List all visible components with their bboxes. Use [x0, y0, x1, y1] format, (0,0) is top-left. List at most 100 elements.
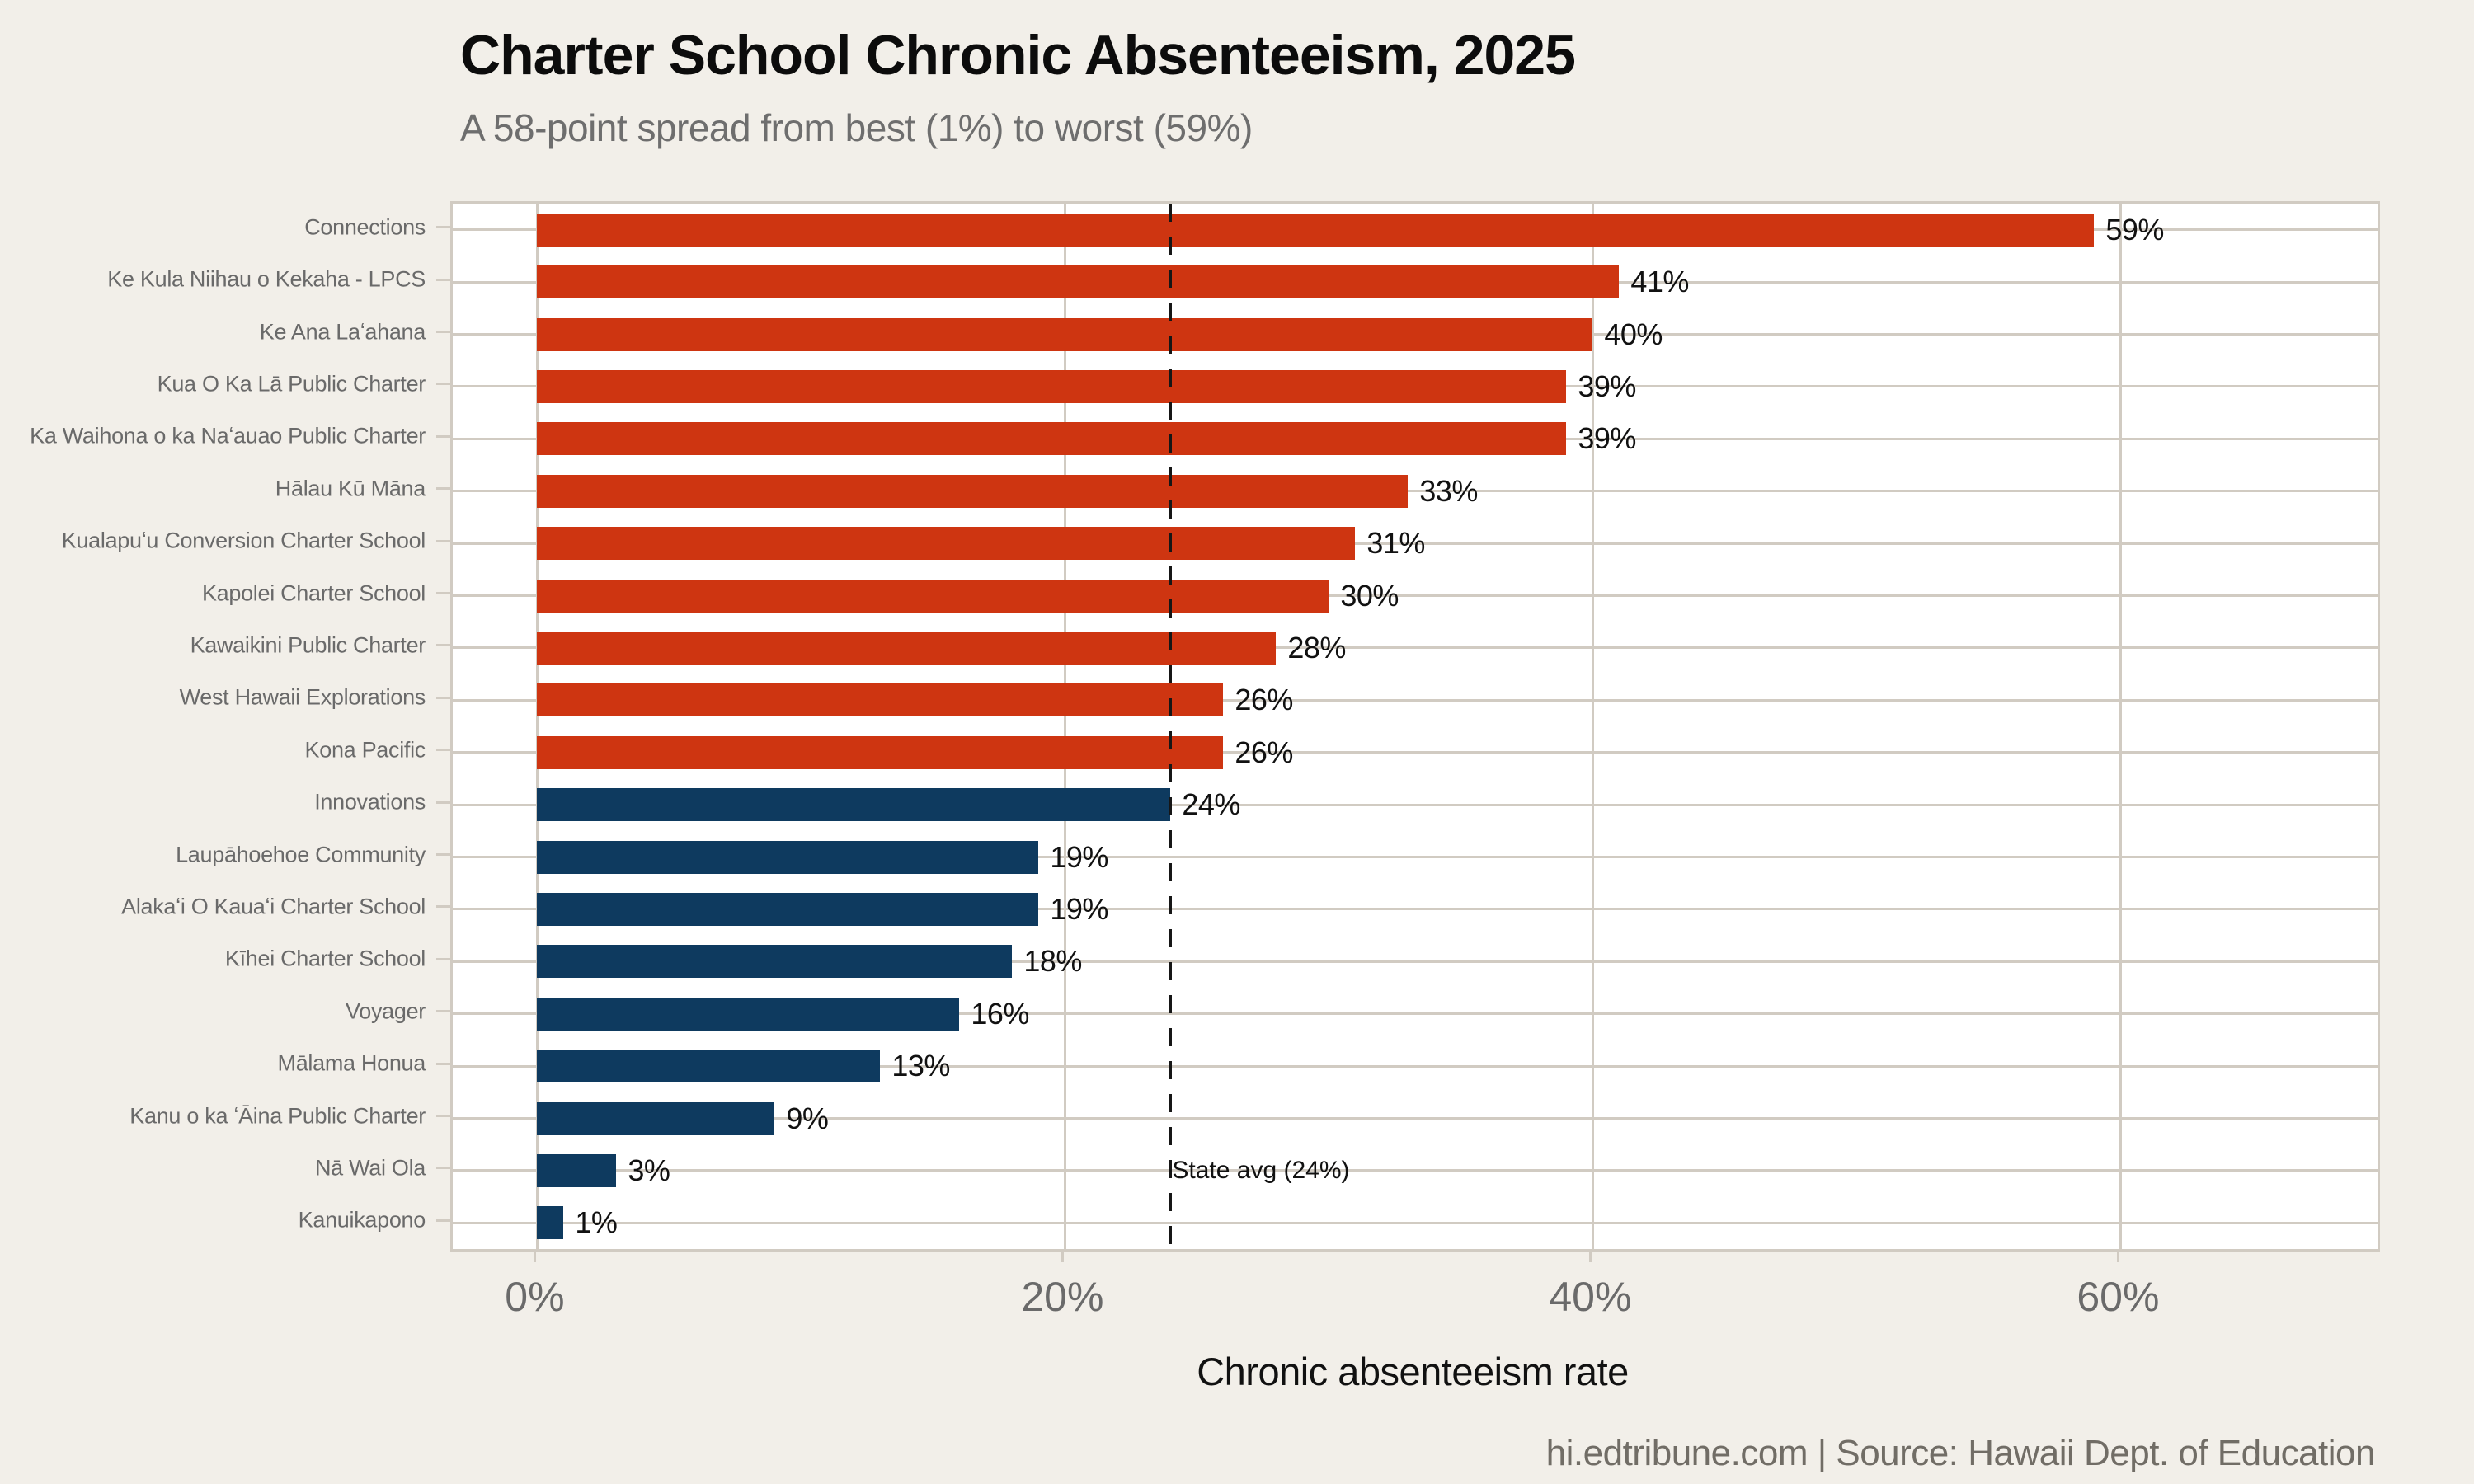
y-tick-mark — [436, 1062, 450, 1065]
y-tick-mark — [436, 434, 450, 438]
y-gridline — [453, 542, 2378, 545]
bar — [537, 735, 1224, 769]
bar-value-label: 59% — [2105, 212, 2164, 247]
bar — [537, 474, 1409, 508]
y-tick-mark — [436, 383, 450, 386]
bar — [537, 422, 1567, 456]
bar — [537, 1050, 881, 1083]
y-gridline — [453, 908, 2378, 911]
bar-value-label: 19% — [1050, 839, 1108, 874]
y-axis-category-label: Ke Ana Laʻahana — [259, 319, 426, 344]
bar-value-label: 3% — [628, 1153, 670, 1187]
x-axis-tick-label: 20% — [1021, 1274, 1104, 1320]
y-gridline — [453, 490, 2378, 493]
bar-value-label: 39% — [1578, 369, 1636, 403]
x-gridline — [2119, 204, 2122, 1249]
y-gridline — [453, 960, 2378, 963]
bar-value-label: 19% — [1050, 891, 1108, 926]
y-tick-mark — [436, 749, 450, 752]
y-gridline — [453, 646, 2378, 650]
bar — [537, 1153, 617, 1187]
x-axis-tick-label: 40% — [1549, 1274, 1632, 1320]
y-axis-category-label: Ke Kula Niihau o Kekaha - LPCS — [107, 266, 426, 292]
y-tick-mark — [436, 1219, 450, 1222]
bar — [537, 840, 1039, 874]
bar-value-label: 16% — [971, 996, 1029, 1031]
footer-credit: hi.edtribune.com | Source: Hawaii Dept. … — [1545, 1433, 2376, 1473]
y-tick-mark — [436, 644, 450, 647]
bar — [537, 1206, 564, 1240]
bar — [537, 527, 1356, 561]
bar-value-label: 26% — [1235, 683, 1293, 717]
bar — [537, 317, 1593, 351]
y-tick-mark — [436, 487, 450, 491]
bar-value-label: 39% — [1578, 421, 1636, 456]
x-gridline — [1063, 204, 1066, 1249]
y-gridline — [453, 1221, 2378, 1224]
y-axis-category-label: Kapolei Charter School — [201, 580, 426, 605]
y-tick-mark — [436, 278, 450, 281]
y-gridline — [453, 594, 2378, 597]
x-axis-tick-label: 0% — [505, 1274, 565, 1320]
state-avg-label: State avg (24%) — [1172, 1156, 1350, 1184]
y-tick-mark — [436, 1167, 450, 1170]
y-tick-mark — [436, 801, 450, 804]
bar — [537, 997, 960, 1031]
y-axis-category-label: Kīhei Charter School — [224, 946, 426, 971]
y-axis-category-label: Hālau Kū Māna — [275, 476, 426, 501]
bar-value-label: 41% — [1630, 265, 1689, 299]
x-tick-mark — [533, 1249, 536, 1262]
bar-value-label: 33% — [1419, 473, 1478, 508]
bar-value-label: 18% — [1023, 944, 1082, 979]
y-gridline — [453, 1117, 2378, 1120]
y-gridline — [453, 1169, 2378, 1172]
y-axis-category-label: Kawaikini Public Charter — [190, 632, 426, 658]
bar-value-label: 9% — [786, 1101, 829, 1135]
bar — [537, 369, 1567, 403]
bar-value-label: 24% — [1182, 787, 1240, 822]
y-tick-mark — [436, 1010, 450, 1013]
chart-title: Charter School Chronic Absenteeism, 2025 — [460, 24, 1576, 87]
y-axis-category-label: Innovations — [314, 789, 426, 815]
y-tick-mark — [436, 592, 450, 594]
x-gridline — [535, 204, 539, 1249]
y-axis-category-label: Kona Pacific — [304, 737, 426, 763]
chart-subtitle: A 58-point spread from best (1%) to wors… — [460, 106, 1253, 149]
bar — [537, 1101, 775, 1135]
y-gridline — [453, 1064, 2378, 1068]
y-tick-mark — [436, 957, 450, 960]
bar-value-label: 1% — [575, 1205, 618, 1240]
bar-value-label: 26% — [1235, 735, 1293, 769]
y-gridline — [453, 1012, 2378, 1016]
y-tick-mark — [436, 905, 450, 909]
x-axis-title: Chronic absenteeism rate — [1197, 1350, 1629, 1393]
bar-value-label: 40% — [1604, 317, 1663, 351]
y-tick-mark — [436, 331, 450, 333]
plot-area: 59% 41% 40% 39% 39% 33% 31% 30% 28% 26% 26% 24% 19% 1… — [450, 201, 2380, 1252]
y-axis-category-label: Voyager — [346, 998, 426, 1024]
y-gridline — [453, 698, 2378, 702]
y-axis-category-label: Laupāhoehoe Community — [176, 842, 426, 866]
bar — [537, 579, 1329, 613]
x-tick-mark — [2116, 1249, 2119, 1262]
y-axis-category-label: Kanuikapono — [298, 1207, 426, 1233]
bar — [537, 788, 1171, 822]
y-tick-mark — [436, 1115, 450, 1117]
y-axis-category-label: Kualapuʻu Conversion Charter School — [61, 528, 426, 553]
bar-value-label: 13% — [891, 1049, 950, 1083]
bar — [537, 892, 1039, 926]
y-axis-category-label: Connections — [304, 214, 426, 240]
bar-value-label: 31% — [1366, 526, 1425, 561]
bar — [537, 683, 1224, 717]
bar-value-label: 28% — [1287, 630, 1346, 665]
x-tick-mark — [1588, 1249, 1592, 1262]
state-avg-line — [1169, 204, 1173, 1249]
y-axis-category-label: West Hawaii Explorations — [179, 684, 426, 710]
y-axis-category-label: Kanu o ka ʻĀina Public Charter — [129, 1103, 426, 1128]
bar — [537, 213, 2095, 247]
y-axis-category-label: Ka Waihona o ka Naʻauao Public Charter — [30, 423, 426, 448]
y-axis-category-label: Nā Wai Ola — [314, 1155, 426, 1181]
bar — [537, 265, 1620, 299]
y-gridline — [453, 856, 2378, 858]
